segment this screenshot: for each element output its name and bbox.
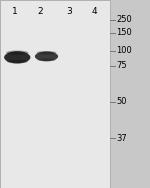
Text: 1: 1	[12, 7, 18, 16]
Ellipse shape	[7, 60, 28, 64]
Ellipse shape	[37, 58, 56, 61]
Text: 75: 75	[116, 61, 127, 70]
Ellipse shape	[37, 51, 56, 54]
Text: 150: 150	[116, 28, 132, 37]
Text: 250: 250	[116, 15, 132, 24]
Ellipse shape	[35, 52, 58, 61]
Ellipse shape	[6, 51, 28, 55]
Text: 37: 37	[116, 134, 127, 143]
Ellipse shape	[4, 51, 30, 64]
Bar	[0, 0, 110, 188]
Text: 100: 100	[116, 46, 132, 55]
Text: 4: 4	[92, 7, 97, 16]
Text: 50: 50	[116, 97, 127, 106]
Text: 3: 3	[66, 7, 72, 16]
Text: 2: 2	[38, 7, 43, 16]
